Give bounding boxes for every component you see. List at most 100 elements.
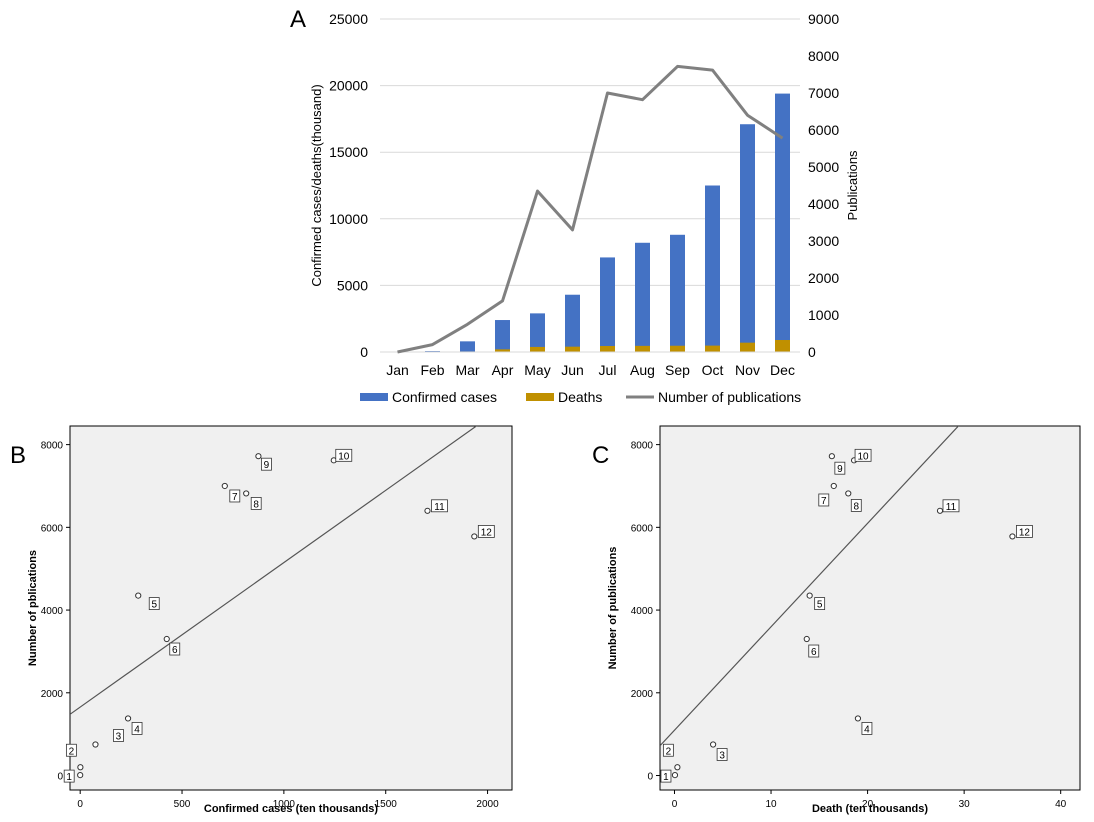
x-tick-label: Nov [735, 362, 760, 378]
point-label-box [861, 722, 873, 735]
bar-confirmed-cases [565, 294, 580, 352]
point-label: 12 [481, 527, 493, 538]
point-label: 9 [837, 464, 843, 475]
bar-confirmed-cases [635, 242, 650, 352]
legend-label-confirmed-cases: Confirmed cases [392, 389, 497, 405]
y-left-tick-label: 5000 [337, 277, 368, 293]
scatter-point [1009, 533, 1016, 540]
x-tick-label: Sep [665, 362, 690, 378]
bar-confirmed-cases [495, 320, 510, 352]
y-left-axis-title: Confirmed cases/deaths(thousand) [309, 84, 324, 286]
y-left-tick-label: 20000 [329, 78, 368, 94]
point-label-box [113, 729, 124, 742]
y-left-tick-label: 25000 [329, 11, 368, 27]
point-label: 2 [69, 746, 75, 757]
bar-deaths [495, 349, 510, 352]
x-tick-label: Jun [561, 362, 584, 378]
scatter-point [806, 592, 813, 599]
scatter-point [163, 635, 170, 643]
panel-label-c: C [592, 442, 609, 469]
y-tick-label: 0 [647, 772, 653, 783]
bar-deaths [740, 342, 755, 352]
y-tick-label: 8000 [631, 441, 654, 452]
point-label: 4 [864, 724, 870, 735]
bar-confirmed-cases [460, 341, 475, 352]
bar-confirmed-cases [740, 124, 755, 352]
x-tick-label: Dec [770, 362, 795, 378]
x-tick-label: 2000 [476, 799, 499, 810]
point-label-box [942, 499, 960, 513]
scatter-point [710, 741, 717, 748]
y-right-tick-label: 7000 [808, 85, 839, 101]
y-axis-title: Number of publications [607, 547, 619, 670]
y-tick-label: 4000 [41, 606, 64, 617]
legend: Confirmed cases Deaths Number of publicati… [360, 389, 801, 405]
point-label: 10 [858, 451, 870, 462]
y-tick-label: 6000 [41, 523, 64, 534]
panel-a: A 0 5000 10000 15000 20000 25000 0 1000 2000 3000 4… [290, 6, 860, 405]
x-tick-label: 10 [765, 799, 777, 810]
scatter-point [671, 772, 679, 779]
point-label-box [261, 457, 272, 471]
scatter-point [471, 533, 478, 540]
fit-line [70, 426, 478, 715]
point-label-box [854, 448, 872, 462]
bar-deaths [670, 345, 685, 352]
point-label: 7 [821, 496, 827, 507]
bar-deaths [635, 345, 650, 352]
point-label: 1 [66, 772, 72, 783]
plot-area-c [659, 425, 1081, 791]
y-axis-title: Number of pblications [27, 550, 39, 666]
x-axis-title: Death (ten thousands) [812, 803, 928, 815]
scatter-point [830, 482, 837, 490]
x-tick-label: 500 [174, 799, 191, 810]
point-label: 11 [946, 502, 957, 513]
y-right-tick-label: 8000 [808, 48, 839, 64]
point-label-box [65, 743, 77, 757]
y-left-tick-label: 10000 [329, 211, 368, 227]
scatter-point [828, 453, 835, 460]
scatter-point [124, 715, 132, 722]
y-right-axis-title: Publications [845, 150, 860, 221]
point-label: 3 [719, 751, 725, 762]
y-right-tick-label: 2000 [808, 270, 839, 286]
plot-area-b [69, 425, 513, 791]
scatter-point [243, 490, 250, 497]
y-right-tick-label: 9000 [808, 11, 839, 27]
x-tick-label: 40 [1055, 799, 1067, 810]
point-label: 10 [338, 451, 350, 462]
bar-deaths [565, 346, 580, 352]
bar-deaths [775, 340, 790, 352]
scatter-point [77, 764, 84, 771]
point-label-box [250, 497, 262, 510]
bar-confirmed-cases [600, 257, 615, 352]
y-right-tick-label: 3000 [808, 233, 839, 249]
bar-confirmed-cases [775, 93, 790, 352]
x-tick-label: Mar [455, 362, 479, 378]
point-label: 4 [134, 724, 140, 735]
scatter-point [424, 507, 431, 514]
y-right-tick-label: 1000 [808, 307, 839, 323]
y-left-tick-label: 15000 [329, 144, 368, 160]
point-label: 8 [853, 501, 859, 512]
y-right-tick-label: 4000 [808, 196, 839, 212]
legend-swatch-confirmed-cases [360, 393, 388, 401]
x-tick-label: 1000 [273, 799, 296, 810]
point-label-box [814, 597, 826, 610]
y-tick-label: 4000 [631, 606, 654, 617]
scatter-point [936, 507, 944, 514]
point-label: 5 [151, 600, 157, 611]
point-label-box [229, 489, 241, 503]
legend-label-deaths: Deaths [558, 389, 602, 405]
x-axis-title: Confirmed cases (ten thousands) [204, 803, 379, 815]
point-label: 12 [1019, 527, 1031, 538]
x-tick-label: 0 [77, 799, 83, 810]
scatter-point [221, 482, 228, 490]
bar-deaths [705, 345, 720, 352]
scatter-point [92, 741, 99, 748]
x-tick-label: May [524, 362, 550, 378]
legend-swatch-deaths [526, 393, 554, 401]
